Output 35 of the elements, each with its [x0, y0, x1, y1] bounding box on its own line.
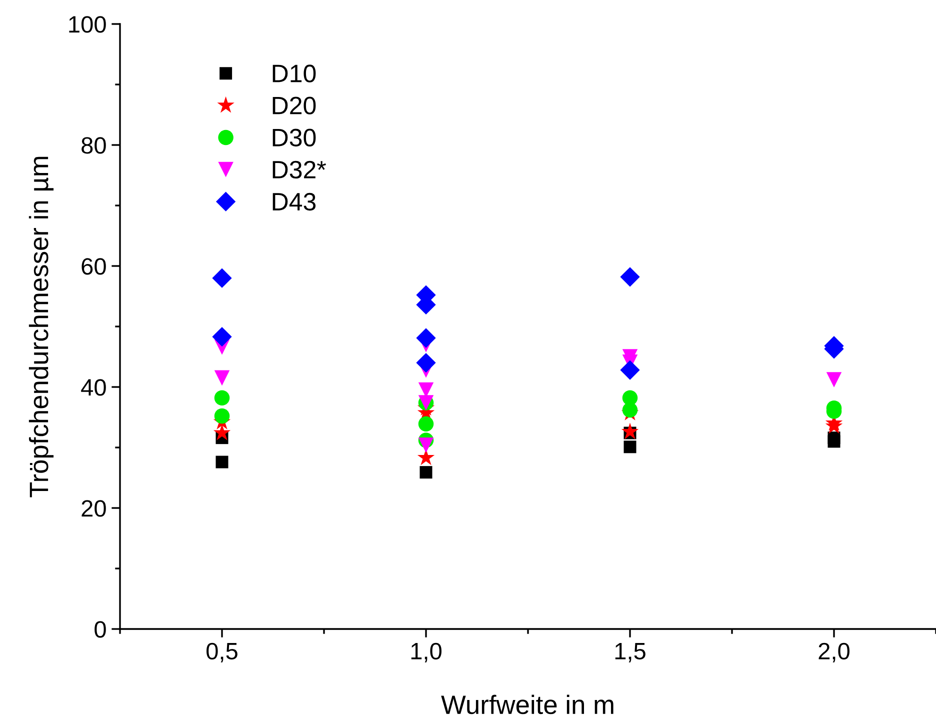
point [212, 268, 232, 288]
y-tick-label: 80 [82, 137, 106, 154]
point [621, 422, 639, 440]
legend-label: D30 [272, 128, 316, 146]
point [826, 372, 842, 388]
point [214, 370, 230, 386]
point [420, 466, 432, 479]
point [418, 437, 434, 453]
point [212, 326, 232, 347]
legend-label: D10 [272, 64, 316, 82]
y-tick-label: 0 [94, 621, 106, 638]
point [214, 408, 230, 424]
x-tick-label: 1,5 [615, 643, 646, 662]
point [828, 435, 840, 448]
point [620, 267, 640, 287]
y-tick-label: 60 [82, 258, 106, 275]
legend-label: D43 [272, 192, 316, 211]
y-tick-label: 20 [82, 500, 106, 517]
y-tick-label: 40 [81, 379, 106, 396]
x-tick-label: 0,5 [206, 642, 238, 662]
point [418, 416, 434, 432]
point [620, 360, 640, 380]
y-axis-title: Tröpfchendurchmesser in µm [28, 156, 54, 498]
point [624, 440, 636, 454]
x-tick-label: 2,0 [818, 642, 850, 662]
point [214, 390, 230, 406]
legend-label: D32* [272, 160, 326, 179]
point [416, 352, 436, 373]
x-tick-label: 1,0 [411, 642, 442, 662]
point [216, 456, 228, 468]
point [213, 424, 231, 440]
legend-label: D20 [272, 96, 316, 114]
x-axis-title: Wurfweite in m [441, 694, 614, 714]
point [416, 328, 436, 348]
y-tick-label: 100 [69, 16, 106, 33]
